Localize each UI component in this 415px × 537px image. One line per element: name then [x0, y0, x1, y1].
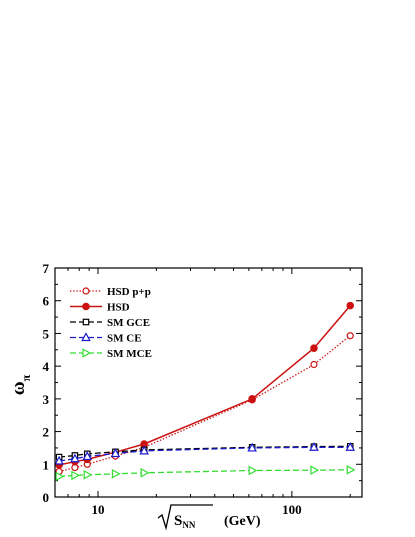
- data-point-sm-mce: [83, 469, 93, 480]
- x-axis-label-main: S: [174, 513, 182, 529]
- tick-labels: 0 1 2 3 4 5 6 7 10 100: [43, 261, 302, 517]
- tick-marks: [54, 267, 362, 498]
- y-tick-label: 3: [43, 392, 50, 407]
- data-point-sm-ce: [247, 442, 257, 452]
- svg-text:SNN: SNN: [174, 513, 196, 530]
- data-point-sm-mce: [140, 467, 150, 478]
- data-point-hsd: [310, 344, 318, 352]
- series-line-hsd: [58, 305, 351, 466]
- x-axis-label-sub: NN: [182, 520, 195, 530]
- data-point-sm-ce: [82, 451, 93, 461]
- legend-label-sm-gce: SM GCE: [107, 317, 150, 329]
- data-point-sm-ce: [309, 442, 319, 451]
- data-point-hsd: [346, 301, 355, 310]
- data-point-hsd-p-p: [346, 332, 354, 340]
- y-tick-label: 7: [43, 261, 50, 276]
- sqrt-sign: [157, 504, 213, 531]
- data-point-hsd-p-p: [310, 360, 318, 369]
- y-axis-label-sub: π: [19, 374, 33, 381]
- legend-label-hsd-p-p: HSD p+p: [107, 286, 151, 298]
- data-point-sm-mce: [248, 465, 258, 476]
- data-point-sm-ce: [54, 455, 64, 465]
- plot-frame: [54, 267, 363, 498]
- data-point-sm-ce: [110, 448, 121, 458]
- legend-label-hsd: HSD: [107, 302, 130, 314]
- x-tick-label: 10: [92, 502, 105, 517]
- legend-marker-hsd-p-p: [82, 287, 90, 295]
- legend-label-sm-ce: SM CE: [107, 333, 142, 345]
- data-point-sm-mce: [111, 468, 121, 479]
- data-point-sm-ce: [345, 442, 356, 451]
- y-tick-label: 6: [43, 294, 50, 309]
- y-tick-label: 1: [43, 457, 50, 472]
- data-point-sm-ce: [139, 445, 149, 455]
- data-point-sm-mce: [55, 471, 65, 482]
- legend-label-sm-mce: SM MCE: [107, 348, 152, 360]
- legend-marker-sm-ce: [81, 332, 91, 342]
- legend: HSD p+p HSD SM GCE SM CE SM MCE: [70, 286, 152, 360]
- data-point-sm-mce: [71, 470, 81, 481]
- series-line-sm-ce: [59, 446, 351, 462]
- data-point-hsd: [248, 395, 256, 403]
- series-line-hsd-p-p: [58, 335, 351, 473]
- series-line-sm-mce: [59, 469, 351, 478]
- y-tick-label: 4: [43, 359, 50, 374]
- data-point-sm-mce: [346, 465, 356, 475]
- series-line-sm-gce: [59, 445, 351, 458]
- y-axis-label-main: ω: [8, 381, 29, 395]
- legend-marker-sm-mce: [82, 348, 92, 358]
- data-point-sm-mce: [310, 465, 320, 475]
- legend-marker-sm-gce: [82, 318, 90, 326]
- legend-marker-hsd: [82, 302, 90, 311]
- y-tick-label: 0: [43, 490, 50, 505]
- x-tick-label: 100: [282, 502, 302, 517]
- x-axis-label: SNN (GeV): [157, 504, 261, 531]
- y-axis-label: ωπ: [8, 374, 33, 395]
- x-axis-unit: (GeV): [224, 514, 261, 529]
- y-tick-label: 2: [43, 425, 50, 440]
- y-tick-label: 5: [43, 326, 50, 341]
- data-point-sm-ce: [70, 453, 80, 463]
- series-group: [54, 301, 356, 482]
